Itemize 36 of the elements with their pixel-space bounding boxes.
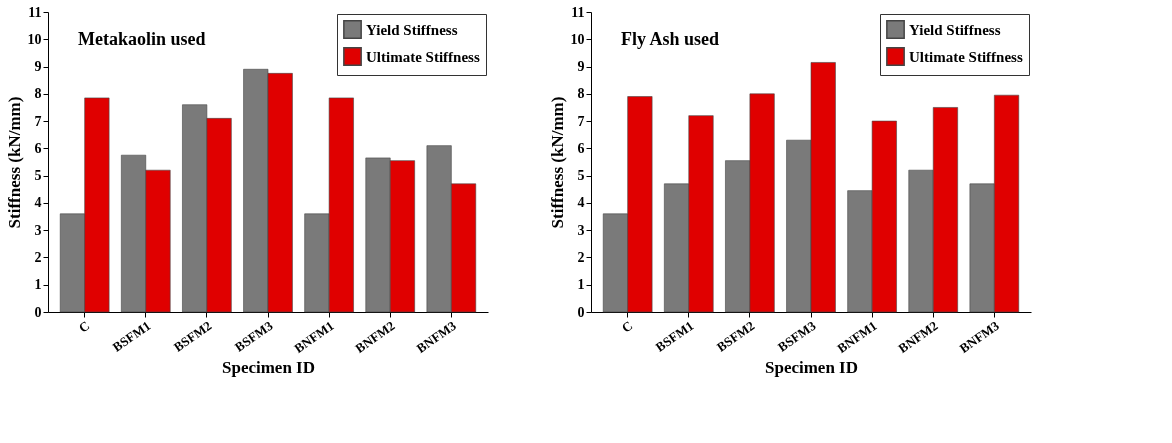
legend-label: Yield Stiffness (366, 21, 458, 38)
legend-label: Ultimate Stiffness (909, 48, 1023, 65)
y-tick-label: 3 (34, 222, 42, 238)
y-tick-label: 5 (577, 168, 585, 184)
y-axis-title: Stiffness (kN/mm) (547, 96, 567, 229)
y-tick-label: 1 (577, 277, 585, 293)
legend-label: Ultimate Stiffness (366, 48, 480, 65)
y-tick-label: 6 (577, 140, 585, 156)
y-tick-label: 5 (34, 168, 42, 184)
x-axis-title: Specimen ID (221, 357, 316, 377)
text: Fly Ash used (621, 29, 720, 49)
y-tick-label: 7 (577, 113, 585, 129)
y-tick-label: 4 (577, 195, 585, 211)
y-tick-label: 11 (28, 4, 42, 20)
x-tick-label: C (618, 317, 636, 336)
y-tick-label: 8 (34, 86, 42, 102)
y-tick-label: 9 (34, 59, 42, 75)
x-axis-title: Specimen ID (764, 357, 859, 377)
x-tick-label: C (75, 317, 93, 336)
y-tick-label: 10 (570, 31, 585, 47)
y-tick-label: 9 (577, 59, 585, 75)
y-tick-label: 6 (34, 140, 42, 156)
y-tick-label: 0 (34, 304, 42, 320)
y-tick-label: 4 (34, 195, 42, 211)
legend-label: Yield Stiffness (909, 21, 1001, 38)
y-tick-label: 8 (577, 86, 585, 102)
y-tick-label: 10 (27, 31, 42, 47)
y-axis-title: Stiffness (kN/mm) (4, 96, 24, 229)
y-tick-label: 0 (577, 304, 585, 320)
y-tick-label: 11 (571, 4, 585, 20)
y-tick-label: 3 (577, 222, 585, 238)
text: Metakaolin used (78, 29, 206, 49)
y-tick-label: 7 (34, 113, 42, 129)
y-tick-label: 1 (34, 277, 42, 293)
y-tick-label: 2 (34, 249, 42, 265)
y-tick-label: 2 (577, 249, 585, 265)
